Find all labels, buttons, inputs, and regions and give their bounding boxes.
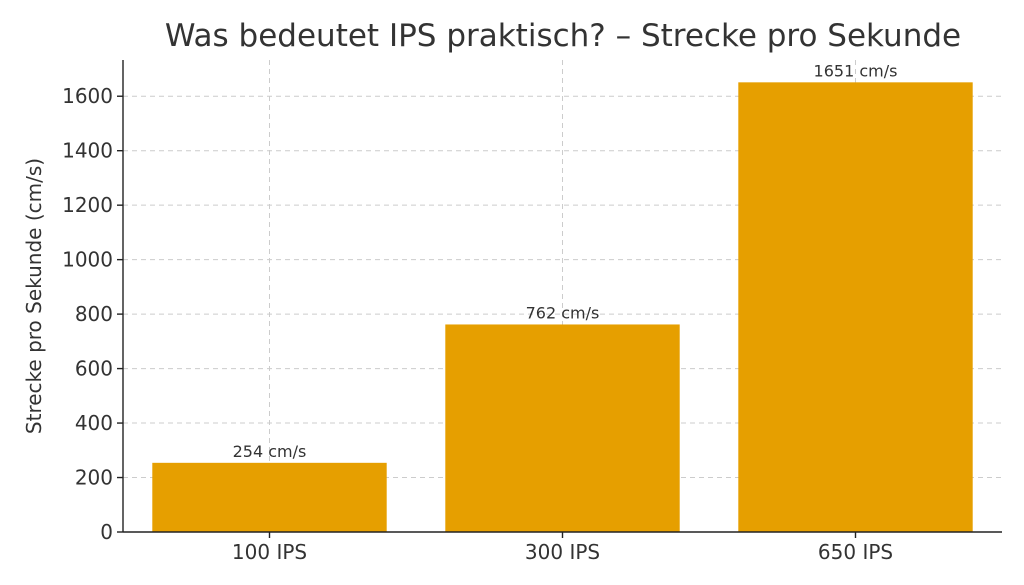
chart-title: Was bedeutet IPS praktisch? – Strecke pr… (165, 18, 961, 54)
bar-300-ips (445, 324, 680, 532)
axes (117, 60, 1002, 538)
data-label: 254 cm/s (233, 442, 307, 461)
y-tick-label: 800 (75, 302, 113, 326)
y-tick-label: 0 (100, 520, 113, 544)
data-label: 1651 cm/s (814, 61, 898, 80)
y-tick-label: 200 (75, 466, 113, 490)
x-tick-label: 300 IPS (525, 540, 600, 564)
x-tick-label: 100 IPS (232, 540, 307, 564)
y-tick-label: 400 (75, 411, 113, 435)
y-tick-label: 1400 (62, 139, 113, 163)
bar-100-ips (152, 462, 387, 532)
y-tick-label: 600 (75, 357, 113, 381)
labels: 0 200 400 600 800 1000 1200 1400 1600 100 IPS 254 … (62, 61, 897, 564)
y-tick-label: 1000 (62, 248, 113, 272)
data-label: 762 cm/s (526, 303, 600, 322)
x-tick-label: 650 IPS (818, 540, 893, 564)
bars (152, 82, 973, 532)
y-tick-label: 1200 (62, 193, 113, 217)
y-axis-label: Strecke pro Sekunde (cm/s) (22, 158, 46, 434)
y-tick-label: 1600 (62, 84, 113, 108)
bar-650-ips (738, 82, 973, 532)
